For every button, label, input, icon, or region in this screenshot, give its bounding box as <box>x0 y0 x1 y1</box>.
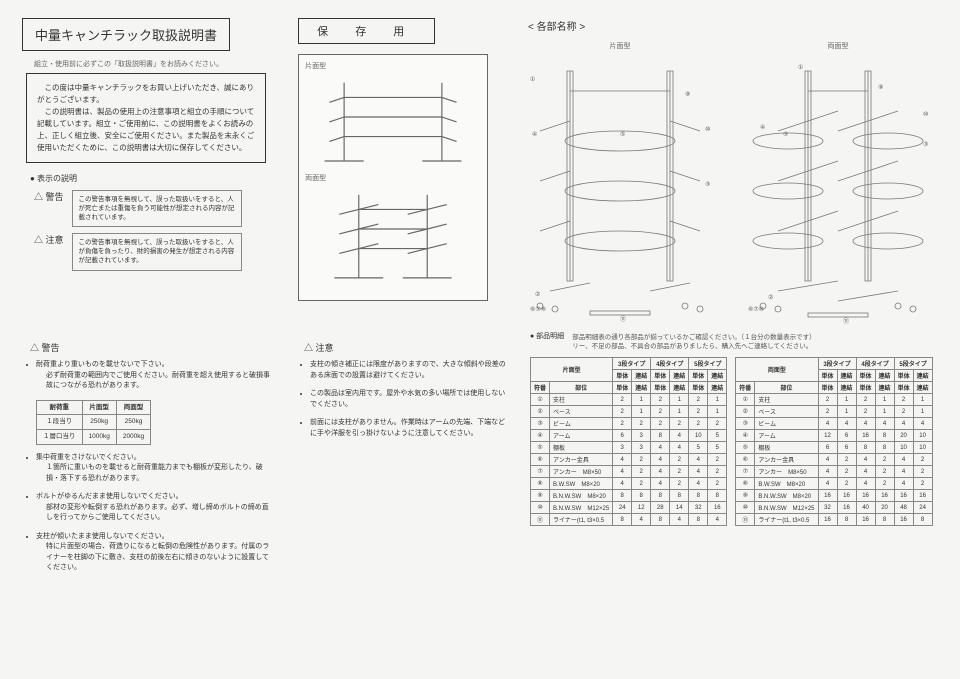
diagram-label-double: 両面型 <box>305 173 481 183</box>
parts-table-single: 片面型3段タイプ4段タイプ5段タイプ単体連結単体連結単体連結符番部位単体連結単体… <box>530 357 727 526</box>
warning-row-1: △ 警告 この警告事項を無視して、誤った取扱いをすると、人が死亡または重傷を負う… <box>34 190 270 227</box>
warning-bullet: 集中荷重をさけないでください。１箇所に重いものを載せると耐荷重能力までも棚板が変… <box>36 453 272 485</box>
header-row: 中量キャンチラック取扱説明書 組立・使用前に必ずこの「取扱説明書」をお読みくださ… <box>22 18 938 321</box>
svg-text:⑤: ⑤ <box>783 131 788 138</box>
caution-head: △ 注意 <box>304 341 506 354</box>
caution-column: △ 注意 支柱の傾き補正には限度がありますので、大きな傾斜や段差のある床面での設… <box>296 331 506 582</box>
svg-text:⑨: ⑨ <box>685 91 690 98</box>
svg-text:①: ① <box>798 64 803 71</box>
intro-note: 組立・使用前に必ずこの「取扱説明書」をお読みください。 <box>34 59 270 69</box>
svg-text:⑥⑦⑧: ⑥⑦⑧ <box>748 306 764 313</box>
parts-detail-column: ● 部品明細 部品明細表の通り各部品が揃っているかご確認ください。（１台分の数量… <box>530 331 938 582</box>
parts-header: < 各部名称 > <box>528 18 938 33</box>
svg-text:④: ④ <box>760 124 765 131</box>
warning-section-label: ● 表示の説明 <box>30 173 270 184</box>
rack-double-svg <box>305 185 481 293</box>
svg-text:①: ① <box>530 76 535 83</box>
exploded-double: 両面型 <box>738 41 938 321</box>
svg-text:②: ② <box>535 291 540 298</box>
exploded-label-single: 片面型 <box>520 41 720 51</box>
svg-text:⑩: ⑩ <box>923 111 928 118</box>
rack-single-svg <box>305 73 481 171</box>
caution-row-1: △ 注意 この警告事項を無視して、誤った取扱いをすると、人が負傷を負ったり、財的… <box>34 233 270 270</box>
svg-text:⑩: ⑩ <box>705 126 710 133</box>
parts-table-double: 両面型3段タイプ4段タイプ5段タイプ単体連結単体連結単体連結符番部位単体連結単体… <box>735 357 932 526</box>
svg-text:⑪: ⑪ <box>620 315 626 323</box>
exploded-single-svg: ① ③ ④ ⑤ ② ⑪ ⑥⑦⑧ ⑨ ⑩ <box>520 51 720 331</box>
lower-section: △ 警告 耐荷重より重いものを載せないで下さい。必ず耐荷重の範囲内でご使用くださ… <box>22 331 938 582</box>
svg-text:②: ② <box>768 294 773 301</box>
warning-bullet: 支柱が傾いたまま使用しないでください。特に片面型の場合、荷造りになると転倒の危険… <box>36 532 272 574</box>
caution-bullet: 前面には支柱がありません。作業時はアームの先端、下端などに手や洋服を引っ掛けない… <box>310 418 506 439</box>
diagram-box: 片面型 両面型 <box>298 54 488 301</box>
save-box: 保 存 用 <box>298 18 435 44</box>
caution-icon-label: △ 注意 <box>34 233 64 246</box>
warning-icon-label: △ 警告 <box>34 190 64 203</box>
middle-column: 保 存 用 片面型 両面型 <box>298 18 492 301</box>
parts-note: 部品明細表の通り各部品が揃っているかご確認ください。（１台分の数量表示です） リ… <box>572 333 815 351</box>
svg-text:③: ③ <box>923 141 928 148</box>
exploded-double-svg: ① ③ ④ ⑤ ② ⑪ ⑥⑦⑧ ⑨ ⑩ <box>738 51 938 331</box>
document-title: 中量キャンチラック取扱説明書 <box>22 18 230 51</box>
parts-tables-row: 片面型3段タイプ4段タイプ5段タイプ単体連結単体連結単体連結符番部位単体連結単体… <box>530 357 938 526</box>
caution-bullet: 支柱の傾き補正には限度がありますので、大きな傾斜や段差のある床面での設置は避けて… <box>310 360 506 381</box>
exploded-single: 片面型 <box>520 41 720 321</box>
load-table: 耐荷重片面型両面型１段当り250kg250kg１層口当り1000kg2000kg <box>36 400 151 445</box>
diagram-label-single: 片面型 <box>305 61 481 71</box>
intro-box: この度は中量キャンチラックをお買い上げいただき、誠にありがとうございます。 この… <box>26 73 266 163</box>
warning-text-1: この警告事項を無視して、誤った取扱いをすると、人が死亡または重傷を負う可能性が想… <box>72 190 242 227</box>
svg-text:⑥⑦⑧: ⑥⑦⑧ <box>530 306 546 313</box>
warning-bullet: 耐荷重より重いものを載せないで下さい。必ず耐荷重の範囲内でご使用ください。耐荷重… <box>36 360 272 392</box>
svg-text:⑤: ⑤ <box>620 131 625 138</box>
caution-text-1: この警告事項を無視して、誤った取扱いをすると、人が負傷を負ったり、財的損害の発生… <box>72 233 242 270</box>
right-column: < 各部名称 > 片面型 <box>520 18 938 321</box>
svg-text:④: ④ <box>532 131 537 138</box>
exploded-label-double: 両面型 <box>738 41 938 51</box>
warning-column: △ 警告 耐荷重より重いものを載せないで下さい。必ず耐荷重の範囲内でご使用くださ… <box>22 331 272 582</box>
caution-bullets: 支柱の傾き補正には限度がありますので、大きな傾斜や段差のある床面での設置は避けて… <box>296 360 506 439</box>
svg-text:⑨: ⑨ <box>878 84 883 91</box>
warning-bullets: 耐荷重より重いものを載せないで下さい。必ず耐荷重の範囲内でご使用ください。耐荷重… <box>22 360 272 574</box>
svg-text:③: ③ <box>705 181 710 188</box>
warning-head: △ 警告 <box>30 341 272 354</box>
svg-text:⑪: ⑪ <box>843 317 849 325</box>
left-column: 中量キャンチラック取扱説明書 組立・使用前に必ずこの「取扱説明書」をお読みくださ… <box>22 18 270 277</box>
warning-bullet: ボルトがゆるんだまま使用しないでください。部材の変形や転倒する恐れがあります。必… <box>36 492 272 524</box>
caution-bullet: この製品は室内用です。屋外や水気の多い場所では使用しないでください。 <box>310 389 506 410</box>
